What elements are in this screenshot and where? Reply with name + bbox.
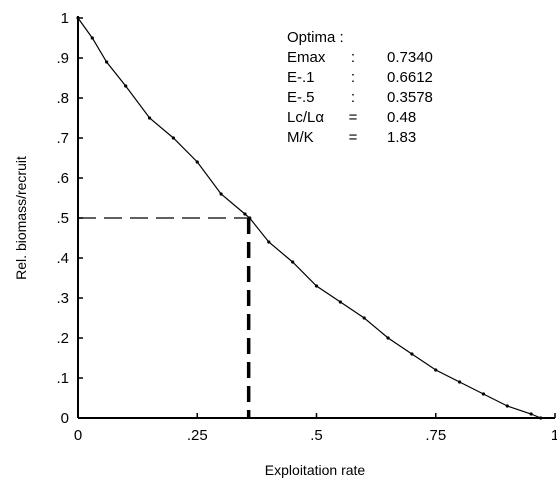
x-tick-label: 1 <box>551 427 557 444</box>
data-point <box>195 160 199 164</box>
data-point <box>434 368 438 372</box>
data-point <box>248 216 252 220</box>
data-point <box>90 36 94 40</box>
optima-value: 1.83 <box>387 129 416 146</box>
optima-separator: : <box>351 49 355 66</box>
y-axis-label: Rel. biomass/recruit <box>13 156 29 280</box>
x-axis-label: Exploitation rate <box>265 462 366 478</box>
data-point <box>539 416 543 420</box>
y-tick-label: .6 <box>56 170 69 187</box>
y-tick-label: .3 <box>56 290 69 307</box>
optima-name: E-.1 <box>287 69 315 86</box>
y-tick-label: 0 <box>61 410 69 427</box>
y-tick-label: .1 <box>56 370 69 387</box>
optima-value: 0.6612 <box>387 69 433 86</box>
optima-separator: = <box>349 109 358 126</box>
data-point <box>124 84 128 88</box>
optima-separator: : <box>351 89 355 106</box>
optima-value: 0.48 <box>387 109 416 126</box>
optima-value: 0.3578 <box>387 89 433 106</box>
axes <box>77 16 556 419</box>
data-point <box>505 404 509 408</box>
optima-value: 0.7340 <box>387 49 433 66</box>
x-tick-label: 0 <box>74 427 82 444</box>
optima-annotation: Optima : Emax: 0.7340 E-.1: 0.6612 E-.5: 0.35… <box>287 29 433 146</box>
y-tick-label: .4 <box>56 250 69 267</box>
data-point <box>314 284 319 288</box>
y-tick-label: .7 <box>56 130 69 147</box>
data-point <box>267 240 271 244</box>
y-tick-label: .2 <box>56 330 69 347</box>
y-tick-label: .9 <box>56 50 69 67</box>
data-point <box>481 392 486 396</box>
data-point <box>147 116 152 120</box>
data-point <box>171 136 175 140</box>
x-tick-label: .5 <box>310 427 323 444</box>
optima-separator: : <box>351 69 355 86</box>
data-point <box>410 352 414 356</box>
data-point <box>529 412 533 416</box>
series-group <box>76 16 543 420</box>
x-tick-label: .75 <box>425 427 446 444</box>
data-point <box>386 336 390 340</box>
x-tick-label: .25 <box>187 427 208 444</box>
data-point <box>362 316 366 320</box>
y-tick-label: .8 <box>56 90 69 107</box>
y-tick-label: .5 <box>56 210 69 227</box>
reference-lines <box>78 217 251 418</box>
y-tick-label: 1 <box>61 10 69 27</box>
data-point <box>458 380 462 384</box>
optima-name: Lc/Lα <box>287 109 324 126</box>
data-point <box>76 16 80 20</box>
optima-name: M/K <box>287 129 314 146</box>
data-point <box>243 212 247 216</box>
data-point <box>105 60 109 64</box>
optima-name: Emax <box>287 49 326 66</box>
optima-title: Optima : <box>287 29 344 46</box>
data-point <box>291 260 295 264</box>
optima-name: E-.5 <box>287 89 315 106</box>
data-point <box>338 300 342 304</box>
optima-separator: = <box>349 129 358 146</box>
tick-labels: 0 .25 .5 .75 1 0 .1 .2 .3 .4 .5 .6 .7 .8 .9 1 <box>56 10 557 444</box>
data-point <box>219 192 223 196</box>
